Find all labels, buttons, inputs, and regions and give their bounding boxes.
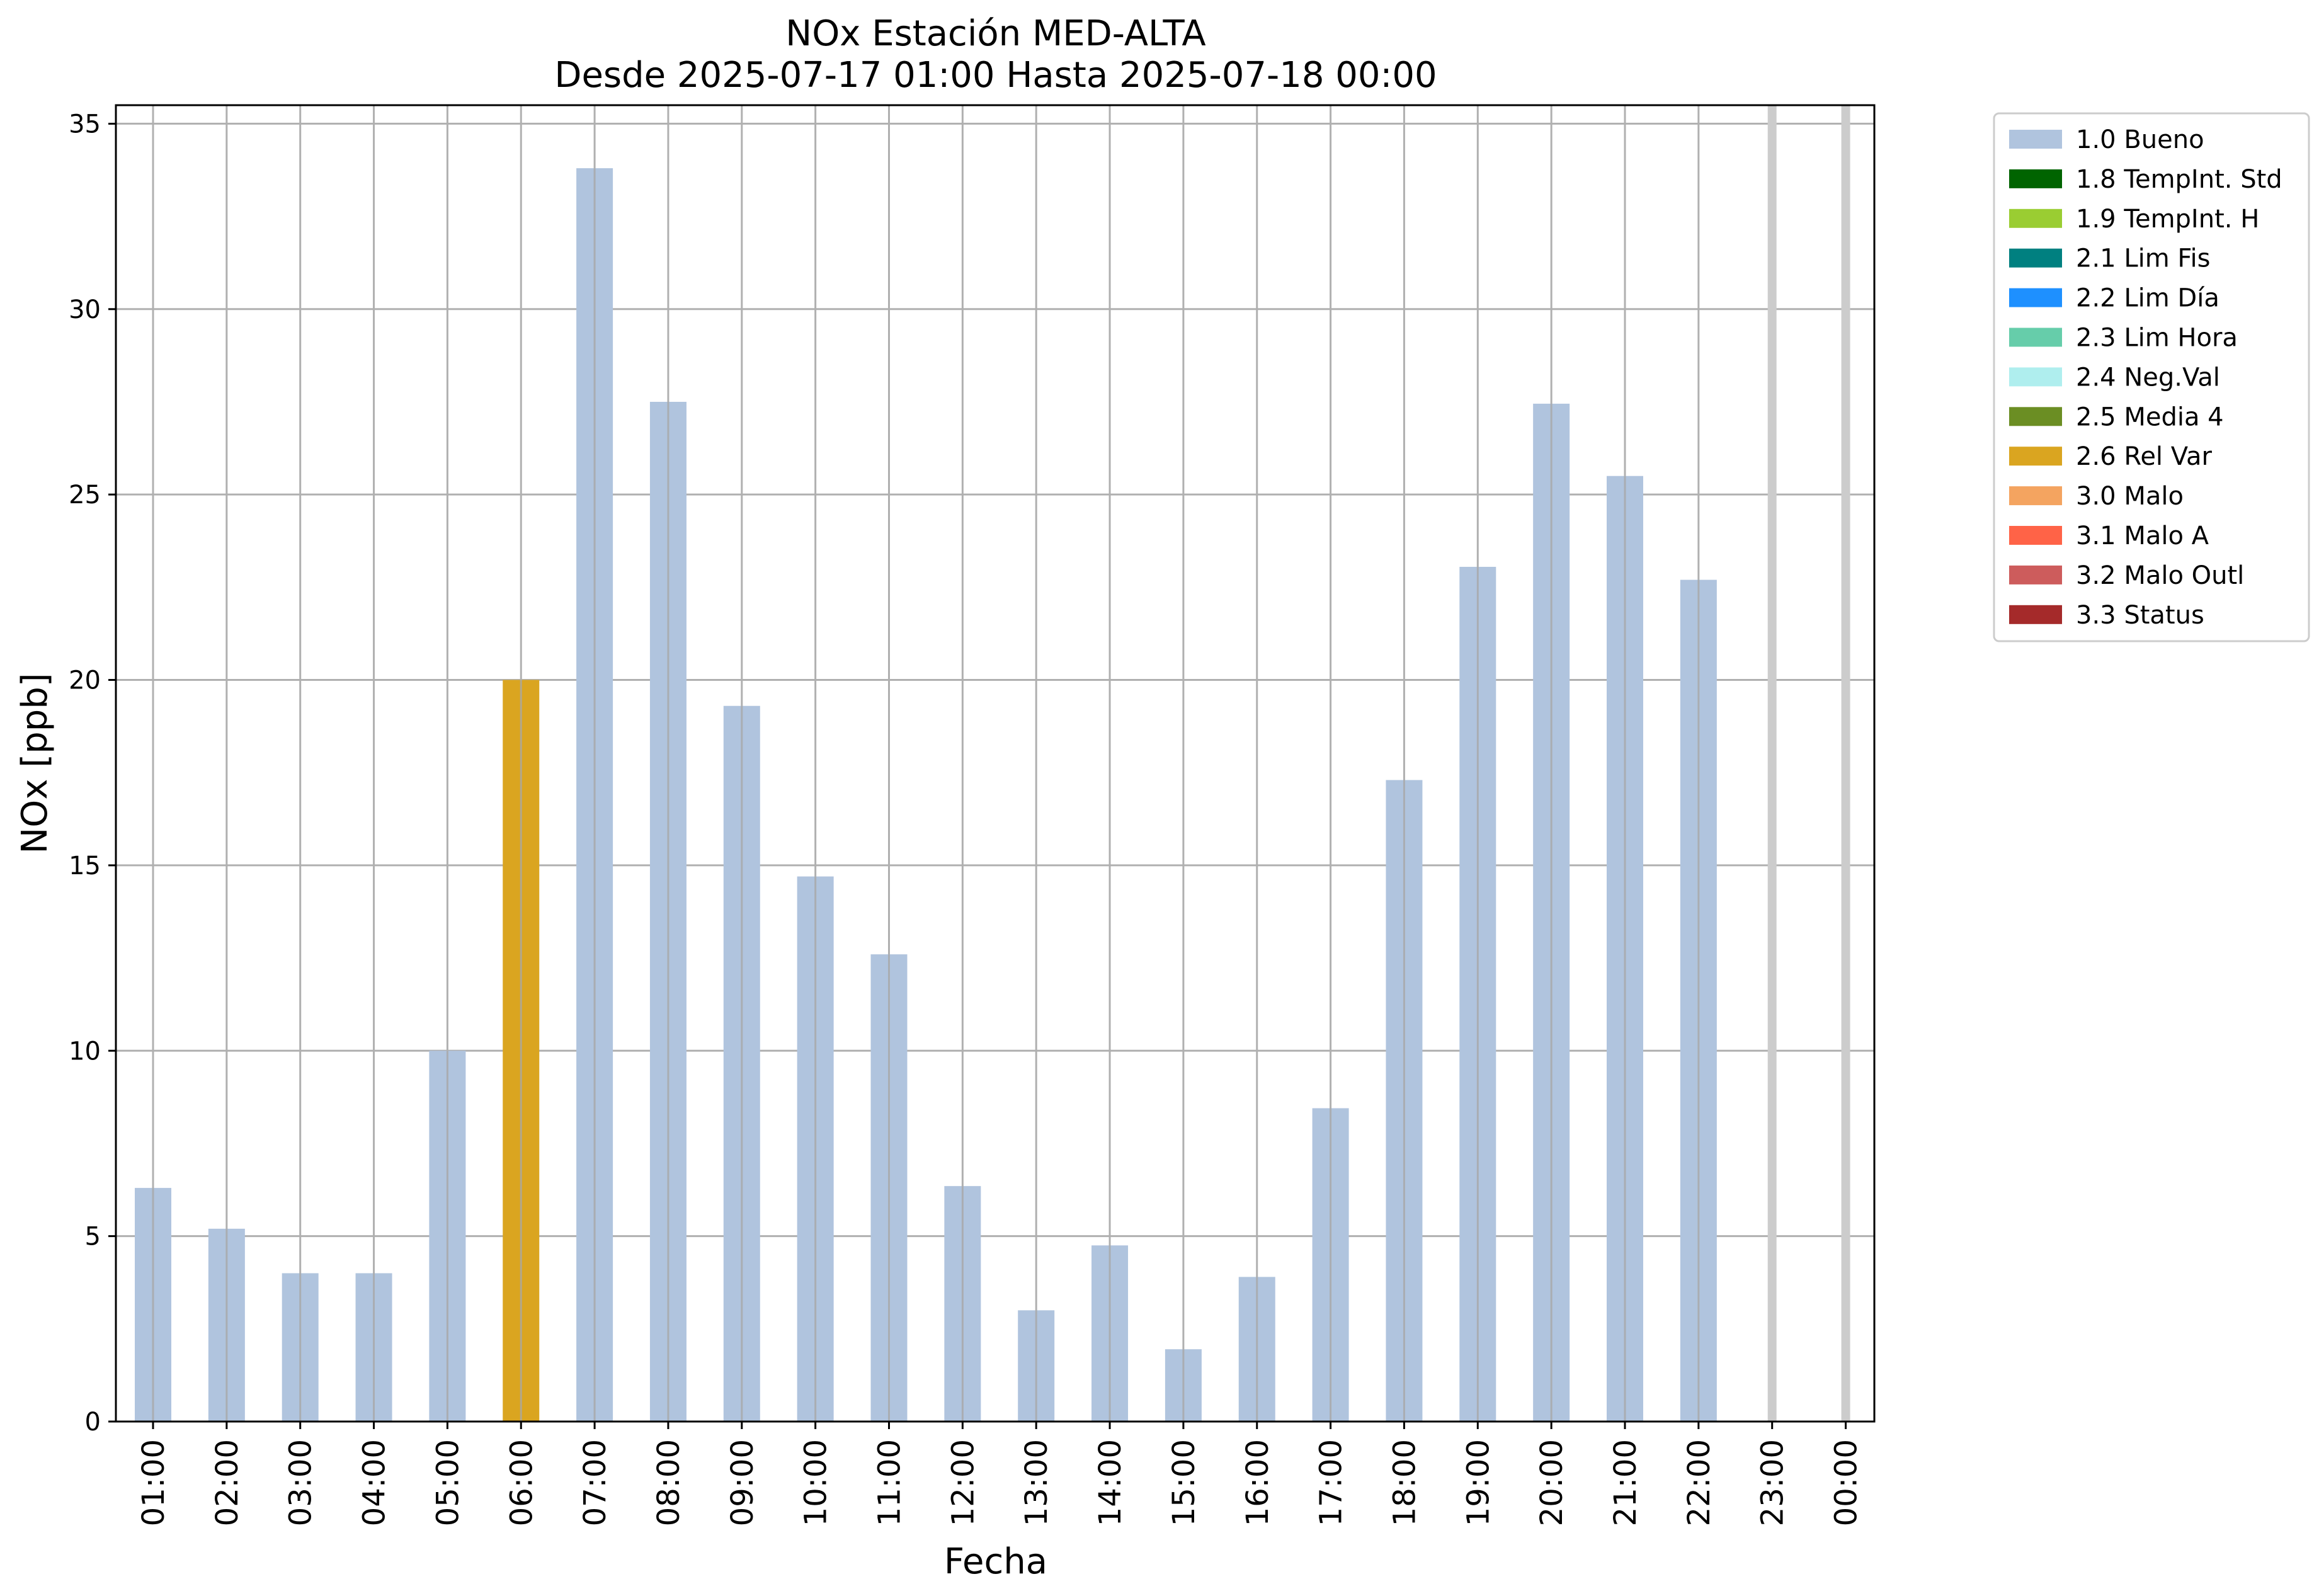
y-tick-label: 5	[85, 1223, 101, 1251]
y-tick-label: 20	[69, 666, 101, 695]
legend-swatch	[2009, 208, 2062, 228]
x-tick-label: 20:00	[1534, 1439, 1570, 1526]
missing-data-markers	[1767, 105, 1850, 1422]
x-tick-label: 03:00	[283, 1439, 319, 1526]
y-gridlines	[116, 122, 1874, 1423]
legend-label: 2.4 Neg.Val	[2076, 363, 2220, 392]
x-tick-label: 08:00	[651, 1439, 687, 1526]
legend-label: 1.9 TempInt. H	[2076, 205, 2259, 234]
y-tick-label: 15	[69, 852, 101, 881]
x-tick-label: 18:00	[1387, 1439, 1422, 1526]
x-tick-label: 07:00	[578, 1439, 613, 1526]
legend-swatch	[2009, 130, 2062, 149]
legend-label: 2.3 Lim Hora	[2076, 324, 2238, 353]
y-tick-label: 30	[69, 295, 101, 324]
legend-label: 2.1 Lim Fis	[2076, 244, 2210, 273]
legend-frame	[1993, 112, 2310, 642]
x-tick-label: 17:00	[1314, 1439, 1349, 1526]
x-tick-label: 09:00	[725, 1439, 760, 1526]
x-tick-label: 10:00	[799, 1439, 834, 1526]
x-tick-label: 11:00	[872, 1439, 908, 1526]
legend-swatch	[2009, 605, 2062, 624]
legend-label: 3.2 Malo Outl	[2076, 561, 2244, 590]
y-axis-label: NOx [ppb]	[14, 673, 55, 853]
x-tick-label: 22:00	[1682, 1439, 1717, 1526]
y-tick-label: 35	[69, 110, 101, 139]
legend: 1.0 Bueno 1.8 TempInt. Std 1.9 TempInt. H 2…	[1993, 112, 2310, 642]
x-tick-label: 00:00	[1829, 1439, 1864, 1526]
x-tick-label: 14:00	[1093, 1439, 1128, 1526]
plot-frame	[115, 104, 1876, 1423]
x-tick-label: 12:00	[945, 1439, 981, 1526]
legend-label: 1.0 Bueno	[2076, 125, 2204, 154]
legend-swatch	[2009, 169, 2062, 188]
x-tick-label: 04:00	[357, 1439, 392, 1526]
legend-label: 1.8 TempInt. Std	[2076, 165, 2282, 194]
legend-label: 2.5 Media 4	[2076, 402, 2224, 431]
x-axis-label: Fecha	[944, 1541, 1047, 1582]
y-tick-label: 0	[85, 1408, 101, 1437]
x-axis-ticks: 01:00 02:00 03:00 04:00 05:00 06:00 07:00 08:00…	[136, 1422, 1864, 1526]
legend-label: 3.0 Malo	[2076, 482, 2184, 511]
legend-swatch	[2009, 565, 2062, 584]
x-tick-label: 13:00	[1019, 1439, 1054, 1526]
x-tick-label: 16:00	[1240, 1439, 1275, 1526]
legend-label: 3.1 Malo A	[2076, 522, 2209, 550]
legend-swatch	[2009, 328, 2062, 347]
legend-swatch	[2009, 367, 2062, 387]
legend-label: 3.3 Status	[2076, 601, 2204, 630]
legend-swatch	[2009, 248, 2062, 268]
legend-label: 2.6 Rel Var	[2076, 442, 2213, 471]
legend-swatch	[2009, 288, 2062, 307]
x-tick-label: 23:00	[1755, 1439, 1791, 1526]
chart-subtitle: Desde 2025-07-17 01:00 Hasta 2025-07-18 …	[554, 55, 1437, 96]
x-tick-label: 06:00	[504, 1439, 539, 1526]
x-tick-label: 19:00	[1461, 1439, 1496, 1526]
chart-title: NOx Estación MED-ALTA	[785, 13, 1205, 54]
x-tick-label: 02:00	[210, 1439, 245, 1526]
x-tick-label: 15:00	[1166, 1439, 1202, 1526]
bar-series	[135, 168, 1717, 1422]
legend-swatch	[2009, 407, 2062, 426]
y-tick-label: 10	[69, 1037, 101, 1066]
x-tick-label: 21:00	[1608, 1439, 1643, 1526]
legend-swatch	[2009, 486, 2062, 506]
x-tick-label: 05:00	[430, 1439, 465, 1526]
x-gridlines	[152, 105, 1847, 1422]
x-tick-label: 01:00	[136, 1439, 171, 1526]
legend-label: 2.2 Lim Día	[2076, 284, 2219, 313]
y-axis-ticks: 0 5 10 15 20 25 30 35	[69, 110, 116, 1437]
legend-swatch	[2009, 526, 2062, 545]
y-tick-label: 25	[69, 481, 101, 510]
legend-swatch	[2009, 447, 2062, 466]
